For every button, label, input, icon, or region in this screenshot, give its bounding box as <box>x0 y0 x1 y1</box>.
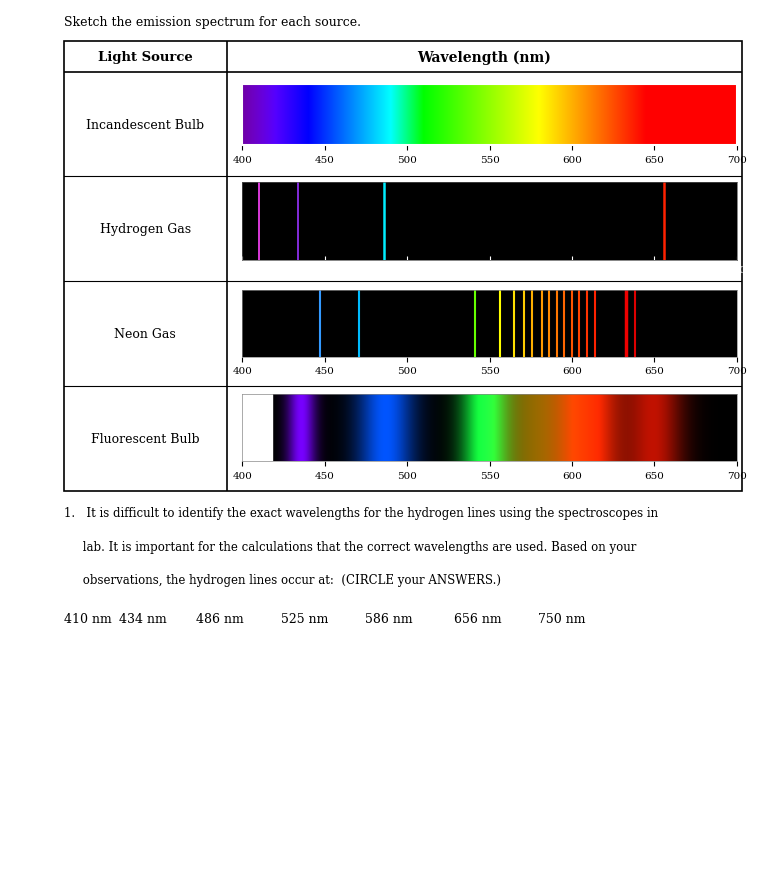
Text: 434 nm: 434 nm <box>119 612 167 625</box>
Text: Sketch the emission spectrum for each source.: Sketch the emission spectrum for each so… <box>64 16 361 29</box>
Text: 656 nm: 656 nm <box>454 612 501 625</box>
Text: Hydrogen Gas: Hydrogen Gas <box>100 223 191 236</box>
Text: Wavelength (nm): Wavelength (nm) <box>418 50 551 65</box>
Text: 586 nm: 586 nm <box>365 612 413 625</box>
Text: Light Source: Light Source <box>98 51 193 64</box>
Text: lab. It is important for the calculations that the correct wavelengths are used.: lab. It is important for the calculation… <box>64 540 636 553</box>
Bar <box>242 395 272 462</box>
Text: Neon Gas: Neon Gas <box>115 328 176 340</box>
Text: 750 nm: 750 nm <box>538 612 586 625</box>
Text: 410 nm: 410 nm <box>64 612 112 625</box>
Text: 525 nm: 525 nm <box>281 612 328 625</box>
Text: observations, the hydrogen lines occur at:  (CIRCLE your ANSWERS.): observations, the hydrogen lines occur a… <box>64 574 501 587</box>
Text: Incandescent Bulb: Incandescent Bulb <box>86 118 205 132</box>
Text: 1.   It is difficult to identify the exact wavelengths for the hydrogen lines us: 1. It is difficult to identify the exact… <box>64 507 658 520</box>
Text: Fluorescent Bulb: Fluorescent Bulb <box>91 432 200 446</box>
Text: 486 nm: 486 nm <box>196 612 244 625</box>
